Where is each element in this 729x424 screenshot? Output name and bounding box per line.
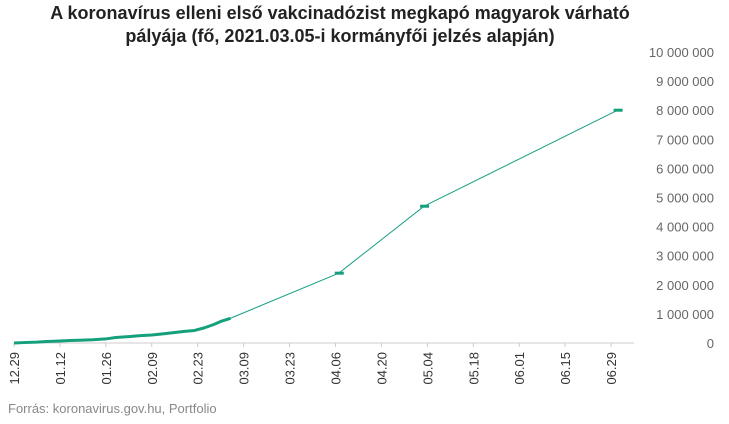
x-tick-label: 05.04 [420,352,435,385]
x-tick-label: 01.12 [53,352,68,385]
y-tick-label: 8 000 000 [656,103,714,118]
x-tick-label: 06.01 [512,352,527,385]
target-markers [334,108,623,275]
y-tick-label: 0 [707,336,714,351]
y-axis-ticks: 0 1 000 000 2 000 000 3 000 000 4 000 000 5 0… [649,45,714,351]
y-tick-label: 2 000 000 [656,278,714,293]
y-tick-label: 7 000 000 [656,132,714,147]
y-tick-label: 3 000 000 [656,249,714,264]
target-marker [420,204,430,208]
y-tick-label: 1 000 000 [656,307,714,322]
y-tick-label: 10 000 000 [649,45,714,60]
x-tick-label: 04.06 [328,352,343,385]
y-tick-label: 9 000 000 [656,74,714,89]
target-marker [613,108,623,112]
actual-vaccination-line [13,316,231,345]
projection-line [230,109,618,319]
x-tick-label: 06.29 [604,352,619,385]
x-tick-label: 02.09 [145,352,160,385]
x-tick-label: 04.20 [374,352,389,385]
source-note: Forrás: koronavirus.gov.hu, Portfolio [8,401,217,416]
chart-title-line-1: A koronavírus elleni első vakcinadózist … [50,3,630,23]
x-tick-label: 05.18 [466,352,481,385]
x-tick-label: 03.23 [283,352,298,385]
chart-title: A koronavírus elleni első vakcinadózist … [20,2,660,48]
x-tick-label: 03.09 [237,352,252,385]
y-tick-label: 5 000 000 [656,191,714,206]
y-tick-label: 4 000 000 [656,220,714,235]
x-tick-label: 06.15 [558,352,573,385]
x-tick-label: 02.23 [191,352,206,385]
x-tick-label: 12.29 [7,352,22,385]
x-axis-ticks: 12.29 01.12 01.26 02.09 02.23 03.09 03.23 04.06… [7,343,619,385]
x-tick-label: 01.26 [99,352,114,385]
target-marker [334,271,344,275]
chart-title-line-2: pályája (fő, 2021.03.05-i kormányfői jel… [125,26,555,46]
y-tick-label: 6 000 000 [656,161,714,176]
